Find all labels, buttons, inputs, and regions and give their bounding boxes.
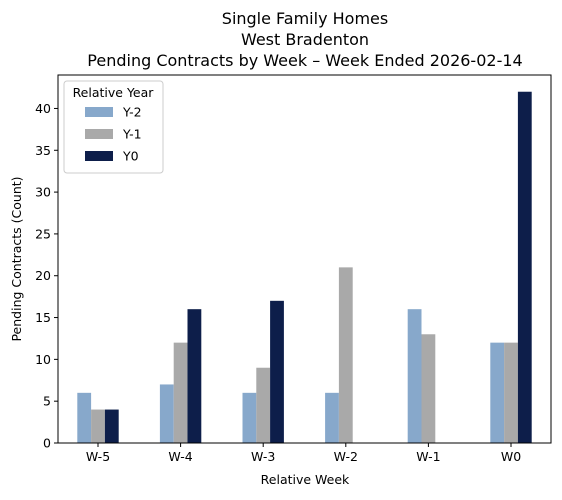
- x-axis-ticks: W-5 W-4 W-3 W-2 W-1 W0: [86, 443, 521, 464]
- legend-label-Y-1: Y-1: [122, 127, 142, 142]
- bar-Y-1-W-4: [173, 342, 188, 443]
- y-tick-label: 0: [43, 436, 51, 451]
- bar-Y-1-W-2: [338, 267, 353, 443]
- x-tick-label: W-3: [251, 449, 275, 464]
- x-tick-label: W-5: [86, 449, 110, 464]
- legend-frame: [63, 80, 164, 174]
- legend-title: Relative Year: [73, 85, 155, 100]
- bar-Y-2-W-2: [325, 392, 339, 443]
- bar-Y-2-W-3: [242, 392, 257, 443]
- bar-Y-2-W0: [490, 342, 505, 443]
- bar-Y-1-W-3: [256, 367, 271, 443]
- legend-label-Y0: Y0: [122, 149, 139, 164]
- x-tick-label: W-4: [168, 449, 192, 464]
- x-tick-label: W-2: [334, 449, 358, 464]
- legend-swatch-Y0: [85, 151, 113, 161]
- chart-title: Single Family Homes West Bradenton Pendi…: [87, 9, 522, 70]
- title-line-1: Single Family Homes: [222, 9, 388, 28]
- legend: Relative Year Y-2 Y-1 Y0: [63, 80, 164, 174]
- legend-label-Y-2: Y-2: [122, 105, 142, 120]
- title-line-2: West Bradenton: [241, 30, 369, 49]
- bars: [77, 91, 532, 443]
- bar-Y-1-W0: [504, 342, 518, 443]
- y-tick-label: 20: [35, 268, 51, 283]
- y-tick-label: 30: [35, 185, 51, 200]
- y-tick-label: 25: [35, 226, 51, 241]
- y-tick-label: 10: [35, 352, 51, 367]
- bar-Y-1-W-1: [421, 334, 436, 443]
- x-tick-label: W0: [501, 449, 521, 464]
- y-tick-label: 40: [35, 101, 51, 116]
- bar-Y0-W0: [517, 91, 532, 443]
- legend-swatch-Y-1: [85, 129, 113, 139]
- x-axis-label: Relative Week: [261, 472, 350, 487]
- y-tick-label: 15: [35, 310, 51, 325]
- plot-frame: [57, 74, 552, 444]
- legend-items: Y-2 Y-1 Y0: [85, 105, 142, 164]
- bar-Y0-W-5: [104, 409, 119, 443]
- legend-swatch-Y-2: [85, 107, 113, 117]
- y-axis-label: Pending Contracts (Count): [9, 176, 24, 341]
- y-axis-ticks: 0 5 10 15 20 25 30 35 40: [35, 101, 58, 451]
- bar-Y-2-W-1: [407, 309, 422, 443]
- bar-Y0-W-4: [187, 309, 202, 443]
- bar-Y0-W-3: [270, 300, 284, 443]
- y-tick-label: 5: [43, 394, 51, 409]
- y-tick-label: 35: [35, 143, 51, 158]
- bar-Y-2-W-5: [77, 392, 92, 443]
- bar-Y-2-W-4: [159, 384, 174, 443]
- x-tick-label: W-1: [416, 449, 440, 464]
- title-line-3: Pending Contracts by Week – Week Ended 2…: [87, 51, 522, 70]
- bar-Y-1-W-5: [91, 409, 105, 443]
